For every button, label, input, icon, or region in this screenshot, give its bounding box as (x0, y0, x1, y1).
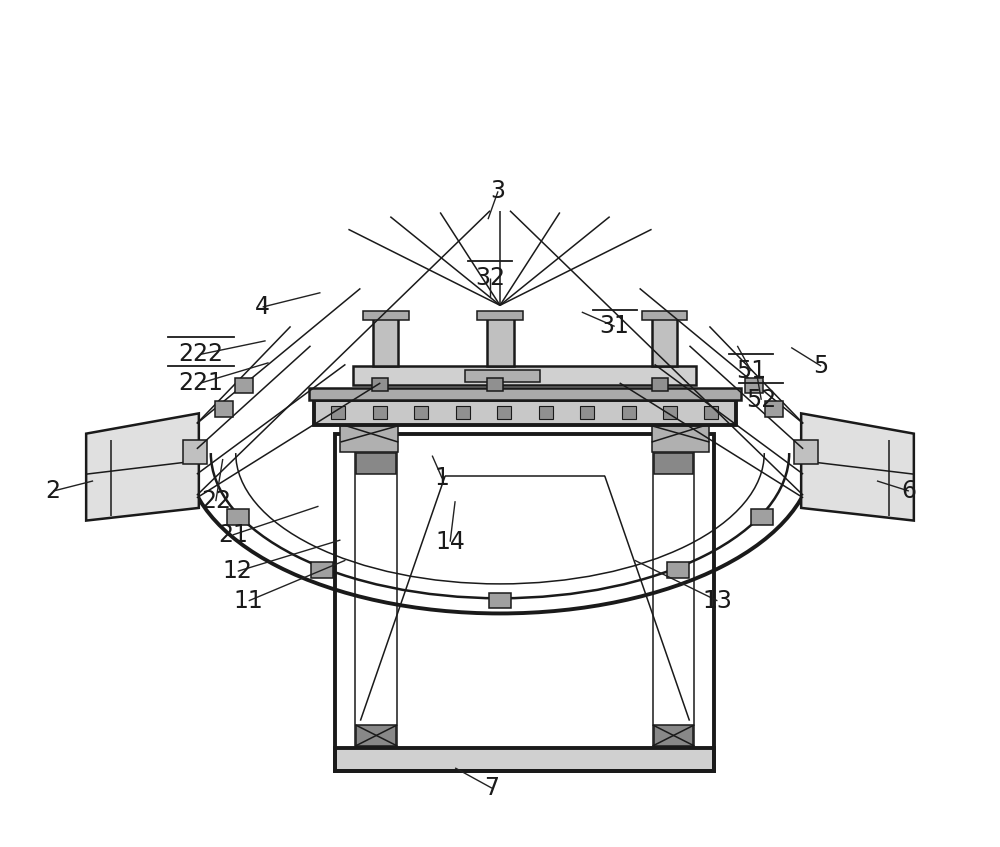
Bar (356, 453, 396, 474)
Text: 14: 14 (435, 529, 465, 554)
Bar (654, 453, 693, 474)
Text: 11: 11 (234, 589, 264, 612)
Polygon shape (86, 413, 199, 521)
Bar (652, 317, 677, 366)
Text: 2: 2 (46, 479, 61, 503)
Text: 51: 51 (736, 359, 766, 383)
Bar (487, 317, 514, 366)
Bar (314, 400, 736, 425)
Bar (704, 406, 718, 419)
Bar (373, 317, 398, 366)
Bar (497, 406, 511, 419)
Bar (227, 509, 249, 524)
Bar (353, 366, 696, 385)
Bar (311, 562, 333, 578)
Bar (642, 311, 687, 319)
Bar (309, 388, 741, 400)
Bar (331, 406, 345, 419)
Bar (355, 449, 397, 746)
Text: 22: 22 (201, 490, 231, 513)
Bar (335, 434, 714, 772)
Bar (622, 406, 636, 419)
Text: 13: 13 (702, 589, 732, 612)
Bar (215, 401, 233, 417)
Bar (340, 420, 398, 452)
Bar (183, 440, 207, 464)
Text: 1: 1 (435, 467, 450, 490)
Text: 6: 6 (901, 479, 916, 503)
Bar (794, 440, 818, 464)
Text: 4: 4 (255, 295, 270, 319)
Bar (663, 406, 677, 419)
Bar (745, 378, 763, 393)
Bar (356, 725, 396, 746)
Bar (765, 401, 783, 417)
Text: 52: 52 (746, 388, 776, 412)
Text: 221: 221 (178, 371, 223, 395)
Bar (414, 406, 428, 419)
Bar (654, 725, 693, 746)
Text: 32: 32 (475, 266, 505, 291)
Bar (335, 748, 714, 772)
Polygon shape (801, 413, 914, 521)
Text: 31: 31 (600, 314, 630, 339)
Bar (235, 378, 253, 393)
Bar (580, 406, 594, 419)
Bar (652, 378, 668, 391)
Bar (751, 509, 773, 524)
Bar (487, 378, 503, 391)
Bar (363, 311, 409, 319)
Bar (456, 406, 470, 419)
Text: 222: 222 (178, 342, 223, 366)
Bar (653, 449, 694, 746)
Text: 21: 21 (218, 523, 248, 547)
Text: 12: 12 (223, 559, 253, 584)
Bar (539, 406, 553, 419)
Bar (477, 311, 523, 319)
Bar (652, 420, 709, 452)
Text: 5: 5 (813, 354, 829, 378)
Text: 3: 3 (491, 180, 506, 203)
Bar (667, 562, 689, 578)
Bar (373, 406, 387, 419)
Bar (372, 378, 388, 391)
Text: 7: 7 (485, 776, 500, 800)
Bar (489, 593, 511, 608)
Bar (465, 370, 540, 382)
